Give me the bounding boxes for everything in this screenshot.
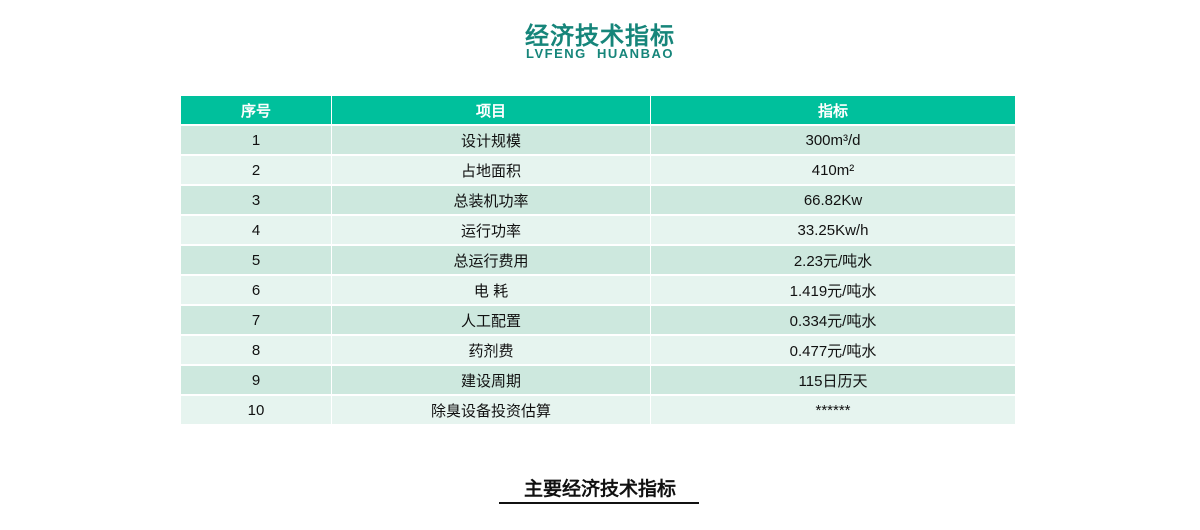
column-header-index: 序号	[181, 96, 331, 124]
index-cell: 6	[181, 276, 331, 304]
indicator-cell: 410m²	[651, 156, 1015, 184]
table-row: 4 运行功率 33.25Kw/h	[181, 216, 1015, 244]
column-header-item: 项目	[332, 96, 650, 124]
table-row: 1 设计规模 300m³/d	[181, 126, 1015, 154]
item-cell: 运行功率	[332, 216, 650, 244]
index-cell: 3	[181, 186, 331, 214]
item-cell: 药剂费	[332, 336, 650, 364]
indicator-cell: 33.25Kw/h	[651, 216, 1015, 244]
table-row: 7 人工配置 0.334元/吨水	[181, 306, 1015, 334]
indicator-cell: 0.334元/吨水	[651, 306, 1015, 334]
index-cell: 7	[181, 306, 331, 334]
page-subtitle: LVFENG HUANBAO	[526, 46, 674, 61]
item-cell: 建设周期	[332, 366, 650, 394]
index-cell: 9	[181, 366, 331, 394]
index-cell: 4	[181, 216, 331, 244]
item-cell: 设计规模	[332, 126, 650, 154]
table-row: 9 建设周期 115日历天	[181, 366, 1015, 394]
item-cell: 电 耗	[332, 276, 650, 304]
index-cell: 1	[181, 126, 331, 154]
column-header-indicator: 指标	[651, 96, 1015, 124]
index-cell: 5	[181, 246, 331, 274]
table-row: 3 总装机功率 66.82Kw	[181, 186, 1015, 214]
index-cell: 2	[181, 156, 331, 184]
item-cell: 总装机功率	[332, 186, 650, 214]
item-cell: 人工配置	[332, 306, 650, 334]
indicator-cell: 66.82Kw	[651, 186, 1015, 214]
item-cell: 总运行费用	[332, 246, 650, 274]
item-cell: 除臭设备投资估算	[332, 396, 650, 424]
indicators-table: 序号 项目 指标 1 设计规模 300m³/d 2 占地面积 410m² 3 总装机功率 66.…	[180, 94, 1016, 426]
indicator-cell: ******	[651, 396, 1015, 424]
indicator-cell: 115日历天	[651, 366, 1015, 394]
indicator-cell: 2.23元/吨水	[651, 246, 1015, 274]
table-row: 8 药剂费 0.477元/吨水	[181, 336, 1015, 364]
index-cell: 8	[181, 336, 331, 364]
index-cell: 10	[181, 396, 331, 424]
table-header-row: 序号 项目 指标	[181, 96, 1015, 124]
table-row: 5 总运行费用 2.23元/吨水	[181, 246, 1015, 274]
table-caption: 主要经济技术指标	[523, 478, 676, 500]
indicator-cell: 0.477元/吨水	[651, 336, 1015, 364]
caption-underline	[499, 502, 699, 504]
indicator-cell: 1.419元/吨水	[651, 276, 1015, 304]
table-row: 10 除臭设备投资估算 ******	[181, 396, 1015, 424]
table-row: 2 占地面积 410m²	[181, 156, 1015, 184]
indicator-cell: 300m³/d	[651, 126, 1015, 154]
item-cell: 占地面积	[332, 156, 650, 184]
page-title: 经济技术指标	[525, 22, 675, 50]
